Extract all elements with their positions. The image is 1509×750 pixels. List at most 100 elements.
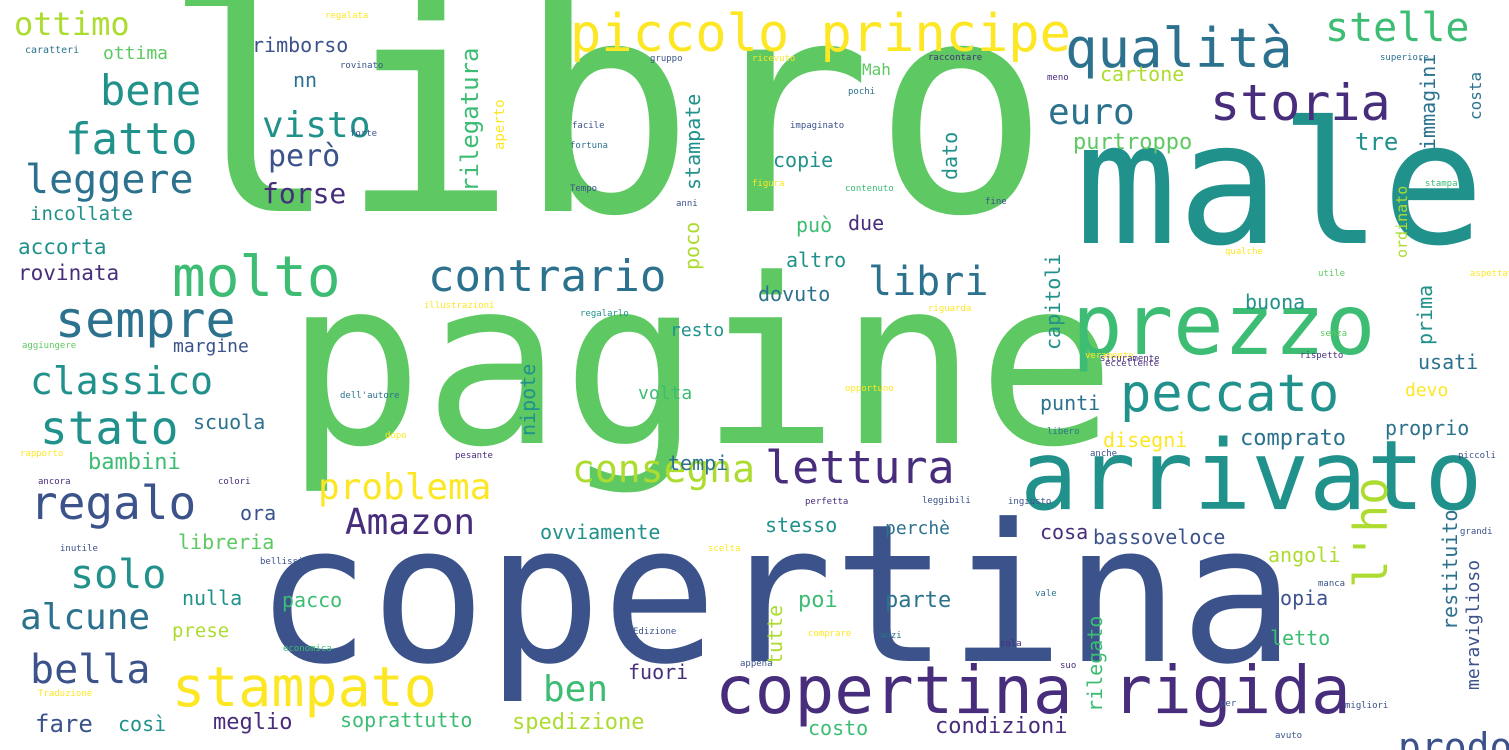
word-dato: dato [938,131,962,180]
word-poco: poco [680,221,704,270]
word-libro: libro [162,0,1051,281]
word-vale: vale [1035,589,1057,599]
word-raccontare: raccontare [928,53,983,63]
word-dopo: dopo [385,431,407,441]
word-utile: utile [1318,269,1346,279]
word-colori: colori [218,477,251,487]
word-anni: anni [676,199,698,209]
word-aperto: aperto [492,99,508,150]
word-amazon: Amazon [345,502,476,543]
word-piccolo-principe: piccolo principe [570,4,1071,64]
word-riguarda: riguarda [928,304,972,314]
word-libri: libri [868,259,989,305]
word-veramente: veramente [1085,351,1134,361]
word-qualche: qualche [1225,247,1263,257]
word-opportuno: opportuno [845,384,894,394]
word-mah: Mah [862,60,891,79]
word-ricevuto: ricevuto [752,54,796,64]
word-bellissimo: bellissimo [260,557,315,567]
word-comprato: comprato [1240,426,1346,451]
word-costo: costo [808,716,869,740]
word-tre: tre [1355,128,1399,156]
word-meraviglioso: meraviglioso [1463,559,1484,690]
word-illustrazioni: illustrazioni [424,301,495,311]
word-molto: molto [172,245,341,310]
word-bassoveloce: bassoveloce [1093,525,1226,549]
word-figura: figura [752,179,785,189]
word-pero: però [268,139,341,174]
word-costa: costa [1466,71,1485,120]
word-ben: ben [543,669,609,710]
word-copie: copie [773,148,834,172]
word-stato: stato [40,401,179,455]
word-leggibili: leggibili [922,496,971,506]
word-ingiusto: ingiusto [1008,497,1052,507]
word-contrario: contrario [428,251,667,302]
word-libreria: libreria [178,530,275,554]
word-libero: libero [1047,427,1080,437]
word-due: due [848,211,885,235]
word-rilegato: rilegato [1083,615,1107,712]
word-angoli: angoli [1268,543,1341,567]
word-meglio: meglio [213,710,293,735]
word-solo: solo [70,552,167,598]
word-bene: bene [100,66,202,115]
word-altro: altro [786,248,847,272]
word-eccellente: eccellente [1105,359,1160,369]
word-nn: nn [293,68,318,92]
word-rilegatura: rilegatura [456,47,484,193]
word-tempo: Tempo [570,184,598,194]
word-pesante: pesante [455,451,493,461]
word-contenuto: contenuto [845,184,894,194]
word-buona: buona [1245,290,1306,314]
word-ovviamente: ovviamente [540,520,661,544]
word-visto: visto [262,105,371,146]
word-suo: suo [1060,661,1077,671]
word-stampa: stampa [1425,179,1458,189]
word-cosa: cosa [1040,520,1089,544]
word-prese: prese [172,620,230,642]
word-stelle: stelle [1325,5,1470,51]
word-scuola: scuola [193,410,266,434]
word-restituito: restituito [1438,509,1462,630]
word-resto: resto [670,320,725,341]
word-traduzione: Traduzione [38,689,93,699]
word-anche: anche [1090,449,1118,459]
word-classico: classico [30,359,214,403]
word-facile: facile [572,121,605,131]
word-bambini: bambini [88,450,181,475]
word-incollate: incollate [30,203,133,225]
word-avuto: avuto [1275,731,1303,741]
word-accorta: accorta [18,235,107,259]
word-senza: senza [1320,329,1348,339]
word-tutte: tutte [763,604,787,665]
word-ottimo: ottimo [14,5,130,43]
word-stampato: stampato [172,655,437,719]
word-fortuna: fortuna [570,141,608,151]
word-fare: fare [35,710,93,738]
word-puo: può [796,213,833,237]
word-punti: punti [1040,391,1101,415]
word-ottima: ottima [103,43,169,64]
word-proprio: proprio [1385,416,1470,440]
word-pacco: pacco [282,588,343,612]
word-comprare: comprare [808,629,852,639]
word-parte: parte [885,588,952,613]
word-meno: meno [1047,73,1069,83]
word-devo: devo [1405,380,1449,401]
word-grandi: grandi [1460,527,1493,537]
word-regalo: regalo [30,476,197,530]
word-cartone: cartone [1100,62,1185,86]
word-aggiungere: aggiungere [22,341,77,351]
word-perfetta: perfetta [805,497,849,507]
word-dovuto: dovuto [758,282,831,306]
word-arrivato: arrivato [1020,420,1483,532]
word-ora: ora [240,501,277,525]
word-lettura: lettura [765,441,955,494]
word-copia: copia [1268,586,1329,610]
word-storia: storia [1210,74,1391,132]
word-rispetto: rispetto [1300,351,1344,361]
word-regalata: regalata [325,11,369,21]
word-sicuramente: sicuramente [1100,354,1160,364]
